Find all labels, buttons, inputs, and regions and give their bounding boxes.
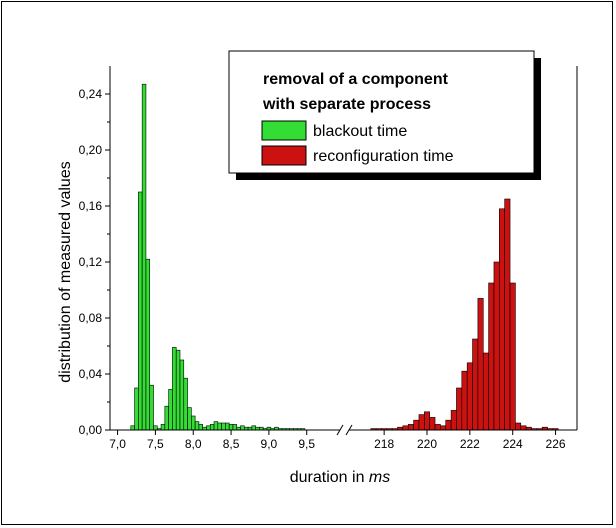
y-tick-label: 0,20: [79, 143, 103, 157]
axes-layer: 0,00 0,04 0,08 0,12 0,16 0,20 0,24 7,0 7,5 8,0 8,5…: [79, 66, 578, 451]
x-tick-label: 220: [417, 437, 437, 451]
bar-blackout: [172, 347, 177, 431]
bar-blackout: [206, 425, 211, 431]
x-axis-title-prefix: duration in: [290, 469, 369, 486]
legend-swatch-blackout: [261, 120, 307, 141]
bar-blackout: [217, 422, 222, 431]
bar-blackout: [141, 83, 147, 431]
bar-reconfiguration: [466, 362, 473, 431]
bar-reconfiguration: [424, 411, 430, 431]
bar-blackout: [191, 415, 196, 431]
bar-blackout: [130, 425, 135, 431]
legend-swatch-reconfiguration: [261, 145, 307, 166]
bar-reconfiguration: [407, 424, 414, 431]
bar-blackout: [225, 422, 230, 431]
x-tick-label: 222: [460, 437, 480, 451]
bar-reconfiguration: [461, 370, 468, 431]
bar-reconfiguration: [499, 208, 505, 431]
y-tick-label: 0,12: [79, 255, 103, 269]
bar-reconfiguration: [413, 419, 420, 431]
legend-title-line-1: removal of a component: [263, 71, 449, 88]
y-tick-label: 0,08: [79, 311, 103, 325]
bar-reconfiguration: [418, 414, 425, 431]
x-tick-label: 218: [374, 437, 394, 451]
x-tick-label: 226: [546, 437, 566, 451]
bar-blackout: [164, 405, 169, 431]
bar-blackout: [175, 349, 181, 431]
bar-reconfiguration: [504, 198, 511, 431]
bar-reconfiguration: [520, 425, 527, 431]
bar-blackout: [134, 387, 139, 431]
bar-reconfiguration: [434, 424, 441, 431]
bar-reconfiguration: [429, 417, 436, 431]
bar-blackout: [160, 424, 166, 431]
y-axis-title: distribution of measured values: [57, 161, 74, 382]
bar-blackout: [221, 422, 226, 431]
bar-blackout: [198, 424, 203, 431]
x-axis-title-unit: ms: [369, 469, 390, 486]
bar-reconfiguration: [482, 352, 489, 431]
bar-blackout: [153, 425, 158, 431]
bar-blackout: [187, 407, 192, 431]
bar-reconfiguration: [440, 425, 447, 431]
y-tick-label: 0,04: [79, 367, 103, 381]
bar-blackout: [213, 421, 219, 431]
bar-reconfiguration: [515, 422, 522, 431]
x-tick-label: 8,0: [185, 437, 202, 451]
bar-blackout: [232, 424, 238, 431]
bar-reconfiguration: [493, 261, 500, 431]
legend-title-line-2: with separate process: [262, 96, 431, 113]
bar-blackout: [149, 384, 154, 431]
bar-blackout: [194, 421, 200, 431]
bar-reconfiguration: [456, 387, 463, 431]
bar-reconfiguration: [472, 338, 479, 431]
y-tick-label: 0,00: [79, 423, 103, 437]
bar-reconfiguration: [509, 282, 516, 431]
bar-blackout: [209, 424, 215, 431]
bar-blackout: [240, 425, 245, 431]
bar-blackout: [183, 377, 188, 431]
bar-blackout: [145, 258, 151, 431]
x-tick-label: 7,0: [109, 437, 126, 451]
bar-reconfiguration: [488, 282, 495, 431]
legend-label-blackout: blackout time: [313, 123, 407, 140]
x-tick-label: 224: [503, 437, 523, 451]
bar-reconfiguration: [450, 410, 457, 431]
x-tick-label: 9,0: [261, 437, 278, 451]
y-tick-label: 0,16: [79, 199, 103, 213]
bar-blackout: [138, 191, 143, 431]
axis-break-mark: [336, 424, 344, 436]
x-tick-label: 9,5: [298, 437, 315, 451]
legend-label-reconfiguration: reconfiguration time: [313, 148, 454, 165]
bar-reconfiguration: [477, 298, 484, 431]
bar-blackout: [179, 359, 185, 431]
x-tick-label: 8,5: [223, 437, 240, 451]
x-axis-title: duration in ms: [290, 469, 391, 486]
bar-blackout: [251, 425, 256, 431]
bar-blackout: [228, 424, 234, 431]
bar-blackout: [168, 389, 173, 431]
bar-reconfiguration: [445, 419, 452, 431]
axis-break-mark: [345, 424, 353, 436]
bar-reconfiguration: [402, 425, 409, 431]
x-tick-label: 7,5: [147, 437, 164, 451]
y-tick-label: 0,24: [79, 87, 103, 101]
legend: removal of a component with separate pro…: [228, 50, 541, 180]
